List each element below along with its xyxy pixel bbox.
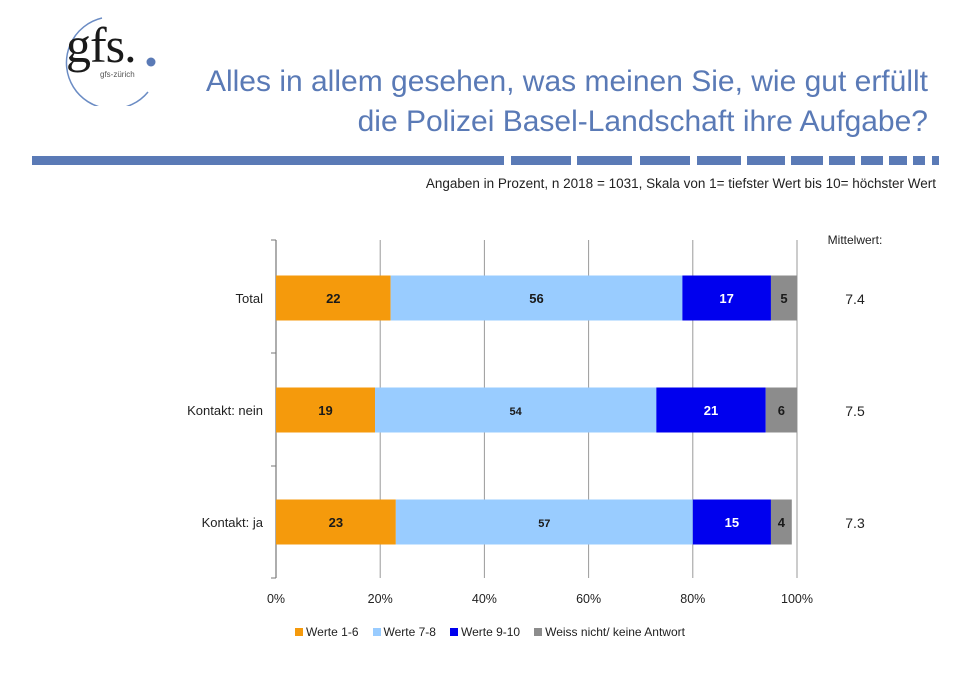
x-tick-label: 40% xyxy=(472,592,497,606)
x-tick-label: 20% xyxy=(368,592,393,606)
bar-value-label: 19 xyxy=(318,403,332,418)
header-rule-dash xyxy=(747,156,785,165)
x-tick-labels: 0% 20% 40% 60% 80% 100% xyxy=(267,592,813,606)
x-tick-label: 0% xyxy=(267,592,285,606)
legend-item: Werte 7-8 xyxy=(372,625,436,639)
bar-segment xyxy=(770,275,797,321)
bar-value-label: 15 xyxy=(725,515,739,530)
legend: Werte 1-6 Werte 7-8 Werte 9-10 Weiss nicht/… xyxy=(0,625,980,639)
bar-segment xyxy=(390,275,683,321)
legend-item: Werte 9-10 xyxy=(449,625,521,639)
category-labels: Total Kontakt: nein Kontakt: ja xyxy=(187,291,264,530)
bar-segment xyxy=(682,275,771,321)
legend-swatch xyxy=(295,628,304,636)
mean-value: 7.3 xyxy=(845,515,865,531)
bar-segment xyxy=(276,275,391,321)
bar-value-label: 54 xyxy=(510,406,523,418)
bar-segment xyxy=(656,387,766,433)
page-title: Alles in allem gesehen, was meinen Sie, … xyxy=(148,62,928,142)
legend-label: Werte 9-10 xyxy=(460,625,521,639)
header-rule-dash xyxy=(697,156,741,165)
bar-segment xyxy=(374,387,657,433)
bar-segment xyxy=(276,499,396,545)
header-rule-dash xyxy=(577,156,632,165)
category-label: Kontakt: nein xyxy=(187,403,263,418)
bar-value-label: 22 xyxy=(326,291,340,306)
bars: 22 56 17 5 19 54 21 6 23 57 15 4 xyxy=(276,275,797,545)
header-rule-dash xyxy=(932,156,939,165)
x-tick-label: 80% xyxy=(680,592,705,606)
subtitle: Angaben in Prozent, n 2018 = 1031, Skala… xyxy=(425,176,936,191)
header-rule-dash xyxy=(913,156,925,165)
header-rule-dash xyxy=(791,156,823,165)
bar-value-label: 21 xyxy=(704,403,718,418)
title-line-2: die Polizei Basel-Landschaft ihre Aufgab… xyxy=(357,105,928,138)
category-label: Total xyxy=(236,291,264,306)
mean-header: Mittelwert: xyxy=(828,233,883,247)
x-tick-label: 100% xyxy=(781,592,813,606)
mean-value: 7.4 xyxy=(845,291,865,307)
bar-value-label: 17 xyxy=(719,291,733,306)
bar-segment xyxy=(765,387,797,433)
legend-item: Weiss nicht/ keine Antwort xyxy=(534,625,685,639)
mean-value: 7.5 xyxy=(845,403,865,419)
legend-swatch xyxy=(372,628,381,636)
header-rule-bar xyxy=(32,156,504,165)
bar-segment xyxy=(770,499,792,545)
header-rule-dash xyxy=(511,156,571,165)
legend-label: Werte 1-6 xyxy=(306,625,359,639)
category-label: Kontakt: ja xyxy=(202,515,264,530)
logo-ring xyxy=(65,17,156,106)
header-rule-dash xyxy=(861,156,883,165)
legend-label: Weiss nicht/ keine Antwort xyxy=(545,625,685,639)
header-rule-dash xyxy=(829,156,855,165)
title-line-1: Alles in allem gesehen, was meinen Sie, … xyxy=(205,65,928,98)
legend-label: Werte 7-8 xyxy=(383,625,436,639)
header-rule xyxy=(32,156,939,165)
bar-segment xyxy=(395,499,693,545)
logo-text: gfs. xyxy=(66,17,137,73)
bar-value-label: 4 xyxy=(778,515,786,530)
bar-segment xyxy=(692,499,771,545)
legend-item: Werte 1-6 xyxy=(295,625,359,639)
logo-subtext: gfs-zürich xyxy=(100,70,135,79)
bar-value-label: 56 xyxy=(529,291,543,306)
bar-value-label: 23 xyxy=(329,515,343,530)
bar-value-label: 57 xyxy=(538,518,550,530)
x-tick-label: 60% xyxy=(576,592,601,606)
header-rule-dash xyxy=(640,156,690,165)
bar-value-label: 6 xyxy=(778,403,785,418)
mean-values: 7.4 7.5 7.3 Mittelwert: xyxy=(828,233,883,531)
bar-segment xyxy=(276,387,375,433)
header-rule-dash xyxy=(889,156,907,165)
legend-swatch xyxy=(449,628,458,636)
legend-swatch xyxy=(534,628,543,636)
bar-value-label: 5 xyxy=(780,291,787,306)
